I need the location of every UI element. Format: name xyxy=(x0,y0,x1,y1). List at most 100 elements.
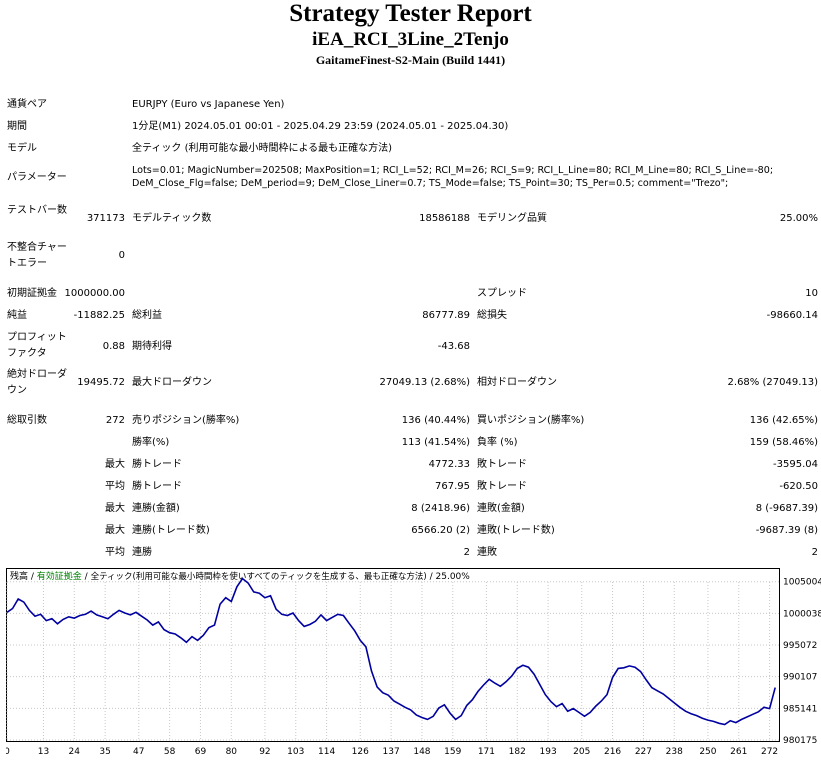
x-tick-label: 126 xyxy=(352,747,369,757)
expected-payoff-value: -43.68 xyxy=(437,341,470,352)
deposit-label: 初期証拠金 xyxy=(7,288,57,299)
x-tick-label: 0 xyxy=(6,747,10,757)
report-title: Strategy Tester Report xyxy=(289,0,532,27)
average-loss-label: 敗トレード xyxy=(477,481,527,492)
net-value: -11882.25 xyxy=(73,310,125,321)
legend-quality: 25.00% xyxy=(436,572,471,582)
x-tick-label: 148 xyxy=(413,747,430,757)
x-tick-label: 103 xyxy=(287,747,304,757)
x-tick-label: 159 xyxy=(444,747,461,757)
profit-factor-value: 0.88 xyxy=(102,341,125,352)
gross-profit-value: 86777.89 xyxy=(422,310,470,321)
x-tick-label: 13 xyxy=(38,747,49,757)
short-positions-value: 136 (40.44%) xyxy=(401,415,470,426)
average-win-label: 勝トレード xyxy=(132,481,182,492)
x-tick-label: 250 xyxy=(699,747,716,757)
gross-profit-label: 総利益 xyxy=(132,310,162,321)
chart-frame xyxy=(6,568,780,742)
balance-chart-svg: 残高 / 有効証拠金 / 全ティック(利用可能な最小時間枠を使いすべてのティック… xyxy=(6,568,821,757)
x-tick-label: 205 xyxy=(573,747,590,757)
mismatch-value: 0 xyxy=(118,250,125,261)
x-tick-label: 47 xyxy=(133,747,144,757)
cons-losses-trades-label: 連敗(トレード数) xyxy=(477,525,555,536)
params-line-2: DeM_Close_Flg=false; DeM_period=9; DeM_C… xyxy=(132,178,729,189)
profit-factor-label: プロフィットファクタ xyxy=(7,332,67,359)
model-label: モデル xyxy=(7,143,37,154)
largest-win-label: 勝トレード xyxy=(132,459,182,470)
abs-drawdown-label: 絶対ドローダウン xyxy=(7,369,67,396)
x-tick-label: 92 xyxy=(259,747,270,757)
x-tick-label: 137 xyxy=(383,747,400,757)
y-tick-label: 1005004 xyxy=(783,578,821,588)
x-tick-label: 238 xyxy=(666,747,683,757)
x-tick-label: 227 xyxy=(635,747,652,757)
server-build: GaitameFinest-S2-Main (Build 1441) xyxy=(315,53,506,67)
largest-loss-value: -3595.04 xyxy=(773,459,818,470)
legend-equity: 有効証拠金 xyxy=(37,570,82,582)
quality-label: モデリング品質 xyxy=(477,213,547,224)
loss-rate-value: 159 (58.46%) xyxy=(749,437,818,448)
largest-loss-label: 敗トレード xyxy=(477,459,527,470)
legend-balance: 残高 xyxy=(10,570,28,582)
bars-value: 371173 xyxy=(86,213,125,224)
x-tick-label: 171 xyxy=(478,747,495,757)
ea-name: iEA_RCI_3Line_2Tenjo xyxy=(312,29,509,50)
x-tick-label: 69 xyxy=(195,747,207,757)
long-positions-label: 買いポジション(勝率%) xyxy=(477,415,585,426)
total-trades-label: 総取引数 xyxy=(7,415,47,426)
cons-losses-amount-value: 8 (-9687.39) xyxy=(755,503,818,514)
ticks-value: 18586188 xyxy=(419,213,470,224)
max-prefix: 最大 xyxy=(105,459,125,470)
chart-legend: 残高 / 有効証拠金 / 全ティック(利用可能な最小時間枠を使いすべてのティック… xyxy=(10,570,470,582)
x-tick-label: 24 xyxy=(69,747,81,757)
avg-cons-losses-label: 連敗 xyxy=(477,547,497,558)
mismatch-label: 不整合チャートエラー xyxy=(7,242,67,269)
spread-label: スプレッド xyxy=(477,288,527,299)
max-drawdown-label: 最大ドローダウン xyxy=(132,377,212,388)
y-tick-label: 985141 xyxy=(783,704,817,714)
avg-cons-wins-value: 2 xyxy=(463,547,470,558)
params-line-1: Lots=0.01; MagicNumber=202508; MaxPositi… xyxy=(132,165,774,176)
y-tick-label: 1000038 xyxy=(783,609,821,619)
average-prefix: 平均 xyxy=(105,481,125,492)
y-tick-label: 980175 xyxy=(783,736,817,746)
symbol-value: EURJPY (Euro vs Japanese Yen) xyxy=(132,99,285,110)
cons-wins-amount-label: 連勝(金額) xyxy=(132,503,180,514)
x-tick-label: 182 xyxy=(509,747,526,757)
legend-sep-1: / xyxy=(28,572,37,582)
largest-win-value: 4772.33 xyxy=(428,459,470,470)
y-tick-label: 990107 xyxy=(783,673,817,683)
cons-losses-amount-label: 連敗(金額) xyxy=(477,503,525,514)
legend-sep-2: / xyxy=(82,572,91,582)
long-positions-value: 136 (42.65%) xyxy=(749,415,818,426)
symbol-label: 通貨ペア xyxy=(7,99,47,110)
max-prefix-3: 最大 xyxy=(105,525,125,536)
x-tick-label: 193 xyxy=(540,747,557,757)
deposit-value: 1000000.00 xyxy=(64,288,125,299)
max-prefix-2: 最大 xyxy=(105,503,125,514)
net-label: 純益 xyxy=(7,310,27,321)
average-prefix-2: 平均 xyxy=(105,547,125,558)
gross-loss-value: -98660.14 xyxy=(766,310,818,321)
params-label: パラメーター xyxy=(7,172,67,183)
average-loss-value: -620.50 xyxy=(779,481,818,492)
avg-cons-wins-label: 連勝 xyxy=(132,547,152,558)
bars-label: テストバー数 xyxy=(7,205,67,216)
average-win-value: 767.95 xyxy=(435,481,470,492)
model-value: 全ティック (利用可能な最小時間枠による最も正確な方法) xyxy=(132,143,393,154)
max-drawdown-value: 27049.13 (2.68%) xyxy=(379,377,470,388)
x-tick-label: 216 xyxy=(604,747,621,757)
cons-wins-amount-value: 8 (2418.96) xyxy=(411,503,470,514)
x-tick-label: 261 xyxy=(730,747,747,757)
x-tick-label: 114 xyxy=(318,747,335,757)
y-tick-labels: 1005004 1000038 995072 990107 985141 980175 xyxy=(783,578,821,746)
cons-wins-trades-label: 連勝(トレード数) xyxy=(132,525,210,536)
total-trades-value: 272 xyxy=(105,415,125,426)
x-tick-label: 80 xyxy=(226,747,238,757)
period-label: 期間 xyxy=(7,121,27,132)
abs-drawdown-value: 19495.72 xyxy=(77,377,125,388)
ticks-label: モデルティック数 xyxy=(132,213,212,224)
legend-model: 全ティック(利用可能な最小時間枠を使いすべてのティックを生成する、最も正確な方法… xyxy=(91,571,427,582)
period-value: 1分足(M1) 2024.05.01 00:01 - 2025.04.29 23… xyxy=(132,121,509,132)
quality-value: 25.00% xyxy=(779,213,818,224)
